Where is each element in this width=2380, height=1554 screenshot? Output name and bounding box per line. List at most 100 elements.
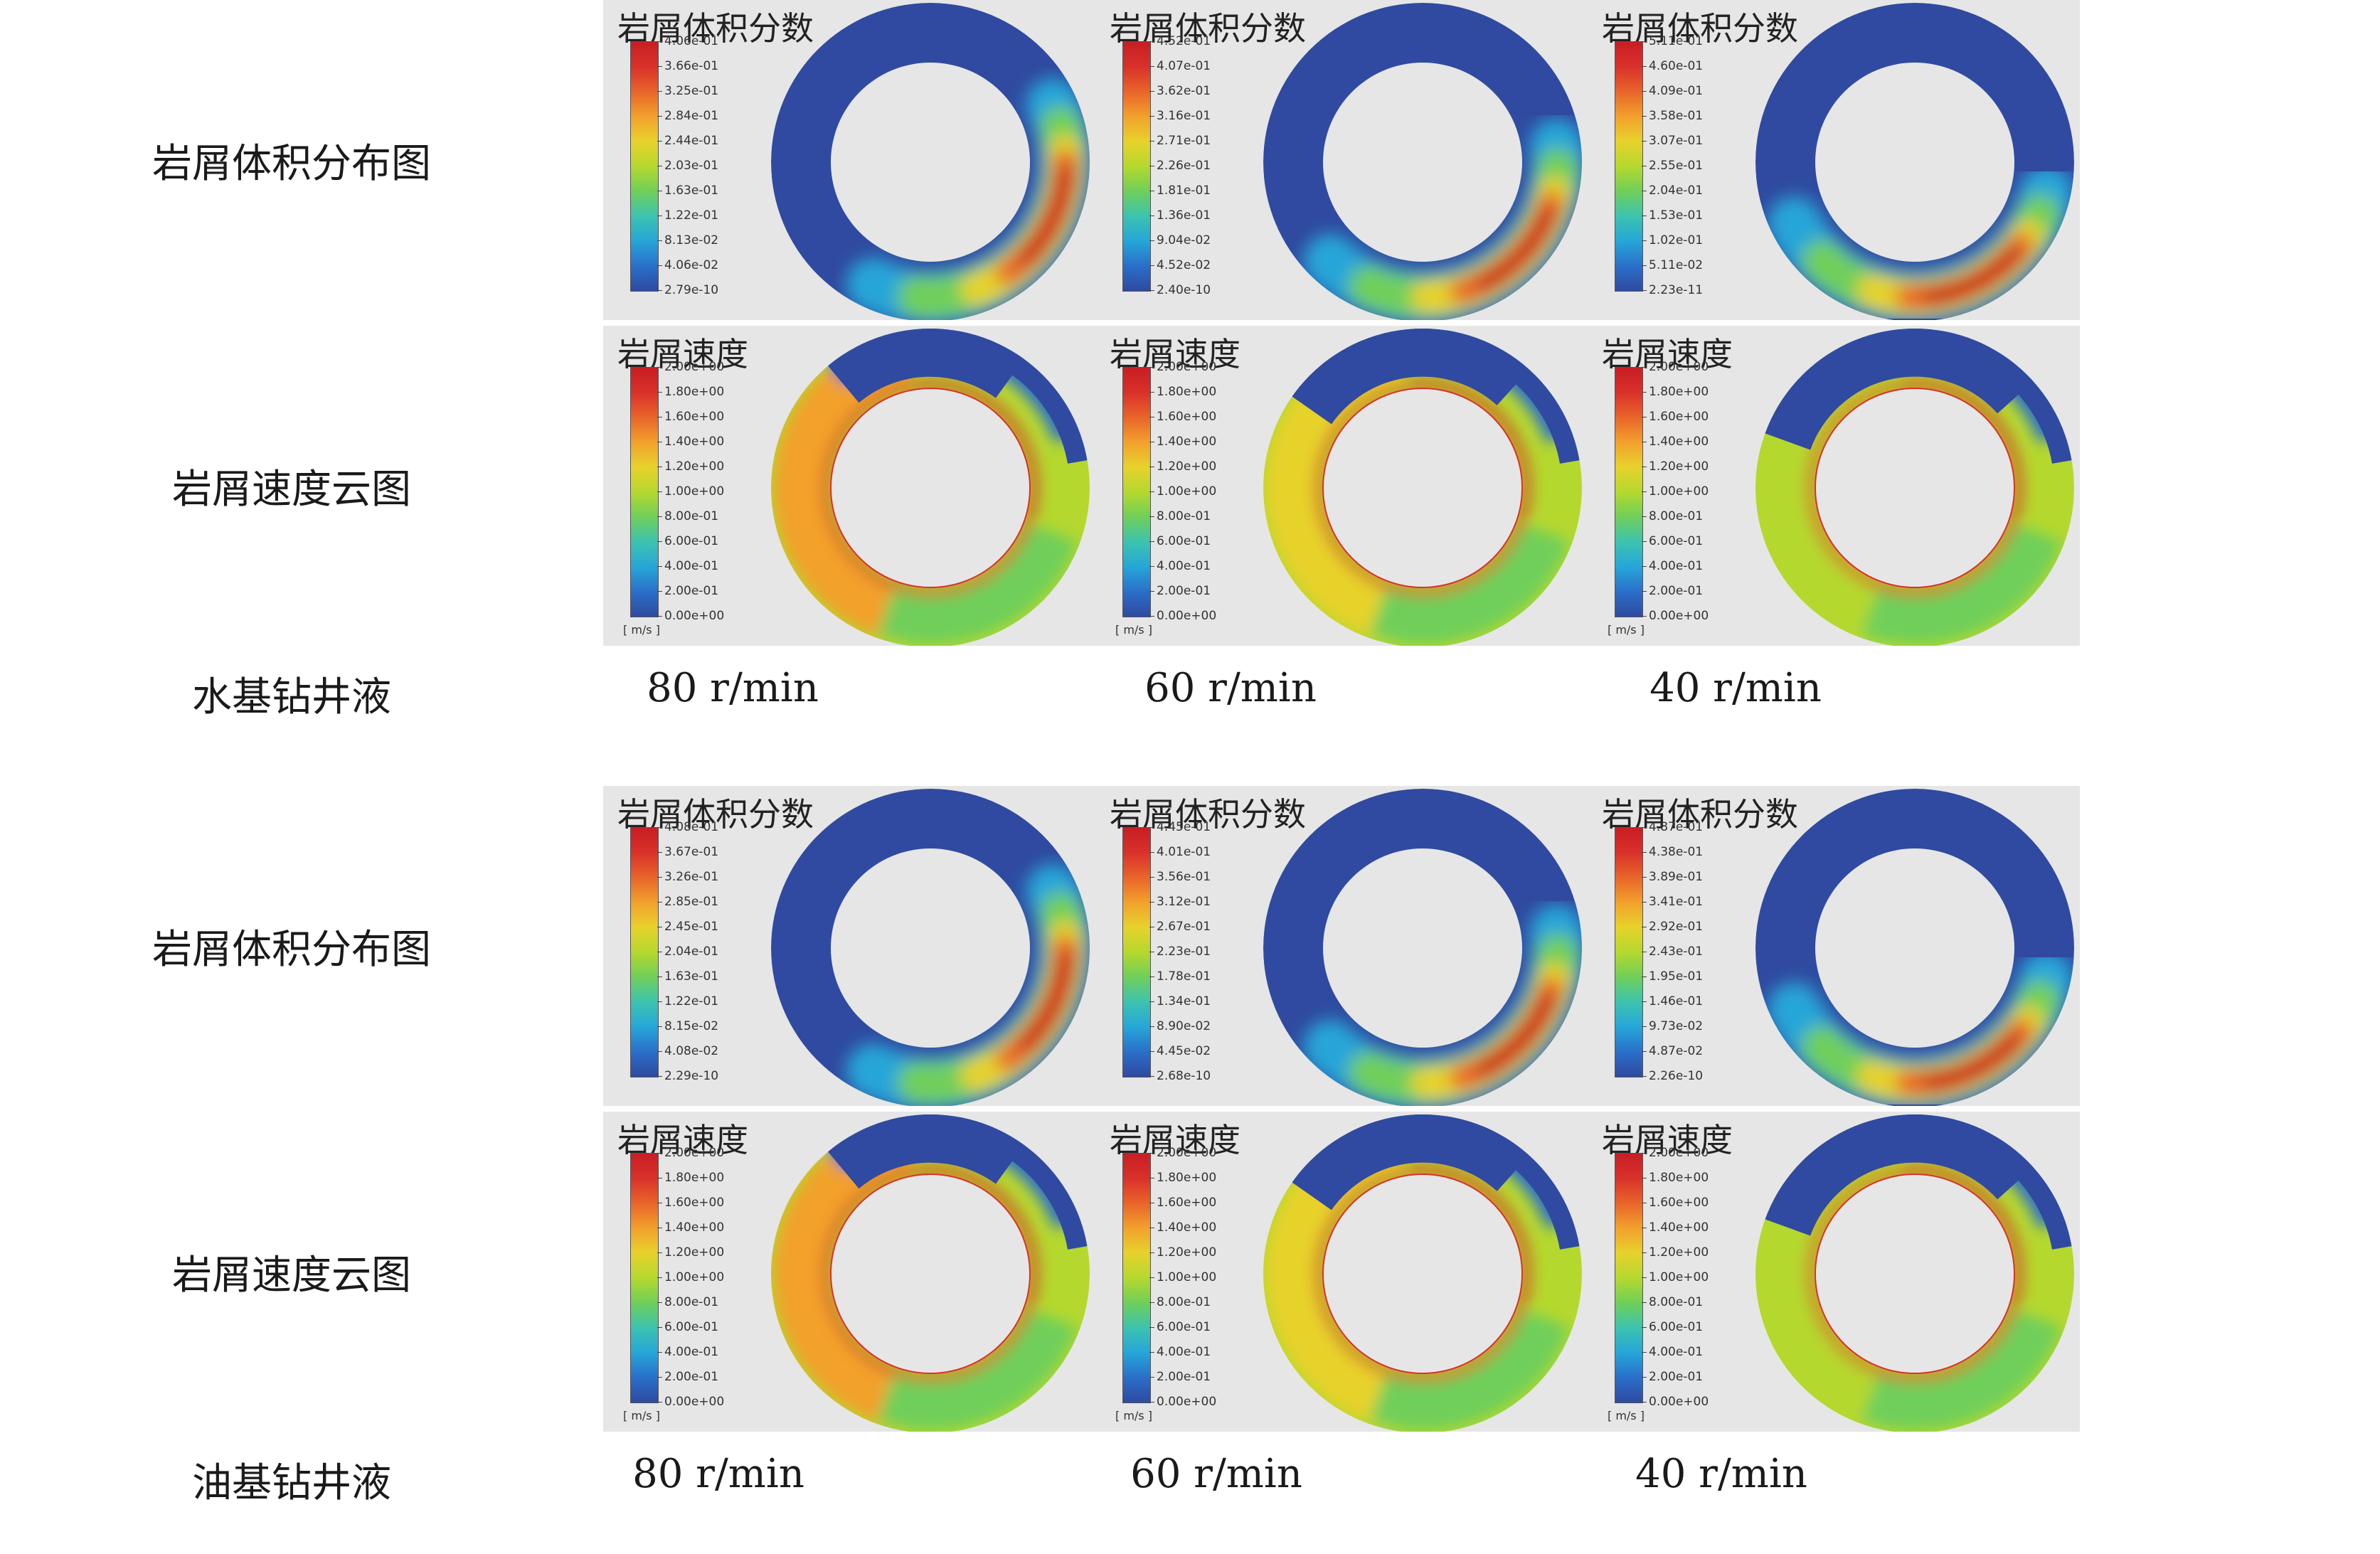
tick-label: 1.20e+00 — [1649, 1245, 1709, 1260]
tick-label: 2.71e-01 — [1157, 134, 1211, 148]
tick-mark — [657, 1051, 662, 1052]
drill-pipe-cross-section — [1323, 63, 1522, 262]
outer-wall-band — [1860, 1114, 2072, 1250]
tick-mark — [657, 852, 662, 853]
tick-label: 8.00e-01 — [664, 1295, 719, 1309]
rotation-speed-label: 40 r/min — [1649, 665, 1822, 711]
tick-label: 2.00e-01 — [664, 1370, 719, 1384]
tick-label: 2.55e-01 — [1649, 159, 1704, 173]
tick-mark — [657, 976, 662, 977]
tick-label: 1.80e+00 — [1157, 1171, 1217, 1185]
rotation-speed-label: 80 r/min — [632, 1451, 804, 1497]
tick-mark — [1149, 91, 1154, 92]
tick-label: 2.29e-10 — [664, 1069, 719, 1083]
tick-mark — [657, 66, 662, 67]
tick-label: 9.73e-02 — [1649, 1019, 1704, 1033]
color-scale-ticks: 2.00e+00 1.80e+00 1.60e+00 1.40e+00 1.20e+00… — [1149, 360, 1235, 623]
pipe-wall-edge — [1322, 388, 1523, 588]
color-scale-bar — [1122, 41, 1151, 292]
tick-mark — [1642, 566, 1647, 567]
color-scale-bar — [630, 827, 659, 1077]
drill-pipe-cross-section — [1323, 388, 1522, 587]
tick-label: 4.09e-01 — [1649, 84, 1704, 98]
tick-mark — [1149, 265, 1154, 266]
tick-label: 4.45e-01 — [1157, 820, 1211, 834]
velocity-panel: 岩屑速度 2.00e+00 1.80e+00 1.60e+00 1.40e+00 1.20… — [1095, 326, 1588, 646]
tick-mark — [657, 1076, 662, 1077]
tick-mark — [1642, 1076, 1647, 1077]
volume-fraction-panel: 岩屑体积分数 4.08e-01 3.67e-01 3.26e-01 2.85e-01 2.… — [603, 786, 1095, 1106]
annulus-contour — [1755, 789, 2074, 1106]
color-scale-bar — [1615, 827, 1643, 1077]
tick-label: 2.00e+00 — [1157, 1146, 1217, 1160]
tick-label: 8.00e-01 — [1649, 509, 1704, 523]
case-group-1: 岩屑体积分布图 岩屑速度云图 水基钻井液 岩屑体积分数 4.06e-01 3.66e-01… — [0, 0, 2380, 768]
tick-label: 3.66e-01 — [664, 59, 719, 73]
unit-label: [ m/s ] — [1608, 623, 1645, 637]
tick-label: 8.00e-01 — [664, 509, 719, 523]
row-label-velocity: 岩屑速度云图 — [172, 1252, 411, 1299]
tick-mark — [1149, 877, 1154, 878]
tick-mark — [657, 240, 662, 241]
tick-mark — [1642, 541, 1647, 542]
tick-label: 1.80e+00 — [1157, 385, 1217, 399]
color-scale-ticks: 5.11e-01 4.60e-01 4.09e-01 3.58e-01 3.07e-01… — [1642, 34, 1727, 297]
tick-label: 1.00e+00 — [1649, 1270, 1709, 1284]
tick-mark — [1149, 1076, 1154, 1077]
drill-pipe-cross-section — [1323, 1174, 1522, 1373]
tick-mark — [657, 541, 662, 542]
color-scale-bar — [1615, 41, 1643, 292]
tick-label: 1.60e+00 — [1649, 1196, 1709, 1210]
annulus-contour — [1263, 789, 1582, 1106]
tick-label: 1.20e+00 — [664, 1245, 725, 1260]
tick-mark — [1149, 141, 1154, 142]
tick-label: 1.80e+00 — [664, 385, 725, 399]
tick-mark — [1149, 1153, 1154, 1154]
tick-label: 2.00e-01 — [1649, 584, 1704, 598]
color-scale-bar — [1122, 1153, 1151, 1403]
tick-mark — [1149, 1352, 1154, 1353]
stagnant-region — [826, 1114, 1026, 1189]
tick-mark — [1149, 41, 1154, 42]
tick-label: 4.06e-01 — [664, 34, 719, 48]
drill-pipe-cross-section — [1815, 1174, 2014, 1373]
pipe-wall-edge — [830, 388, 1031, 588]
tick-label: 1.63e-01 — [664, 183, 719, 198]
tick-mark — [1149, 1252, 1154, 1253]
tick-label: 2.00e-01 — [1157, 584, 1211, 598]
annulus-contour — [1263, 1114, 1582, 1432]
tick-mark — [657, 591, 662, 592]
tick-label: 2.04e-01 — [664, 944, 719, 959]
tick-mark — [1642, 41, 1647, 42]
tick-label: 2.00e+00 — [1157, 360, 1217, 374]
tick-mark — [1642, 1001, 1647, 1002]
tick-mark — [1642, 1277, 1647, 1278]
row-label-velocity: 岩屑速度云图 — [172, 467, 411, 513]
tick-mark — [1149, 1277, 1154, 1278]
color-scale-ticks: 2.00e+00 1.80e+00 1.60e+00 1.40e+00 1.20e+00… — [1149, 1146, 1235, 1409]
tick-label: 2.26e-10 — [1649, 1069, 1704, 1083]
annulus-contour — [1263, 3, 1582, 320]
tick-label: 1.40e+00 — [1157, 1220, 1217, 1235]
tick-label: 1.60e+00 — [1157, 410, 1217, 424]
tick-label: 2.26e-01 — [1157, 159, 1211, 173]
tick-label: 1.40e+00 — [664, 435, 725, 449]
color-scale-ticks: 2.00e+00 1.80e+00 1.60e+00 1.40e+00 1.20e+00… — [1642, 1146, 1727, 1409]
tick-label: 3.16e-01 — [1157, 109, 1211, 123]
tick-label: 1.00e+00 — [1157, 1270, 1217, 1284]
tick-mark — [1642, 516, 1647, 517]
near-wall-band — [1807, 380, 2022, 595]
tick-label: 8.00e-01 — [1157, 509, 1211, 523]
tick-label: 6.00e-01 — [664, 1320, 719, 1334]
volume-fraction-panel: 岩屑体积分数 5.11e-01 4.60e-01 4.09e-01 3.58e-01 3.… — [1588, 0, 2080, 320]
tick-label: 1.40e+00 — [1649, 1220, 1709, 1235]
tick-label: 4.00e-01 — [664, 1345, 719, 1359]
tick-label: 1.22e-01 — [664, 208, 719, 223]
tick-mark — [1642, 240, 1647, 241]
tick-mark — [1642, 91, 1647, 92]
tick-label: 0.00e+00 — [1157, 609, 1217, 623]
tick-label: 1.20e+00 — [1157, 459, 1217, 474]
color-scale-ticks: 2.00e+00 1.80e+00 1.60e+00 1.40e+00 1.20e+00… — [657, 1146, 743, 1409]
color-scale-ticks: 2.00e+00 1.80e+00 1.60e+00 1.40e+00 1.20e+00… — [657, 360, 743, 623]
tick-label: 1.22e-01 — [664, 994, 719, 1008]
